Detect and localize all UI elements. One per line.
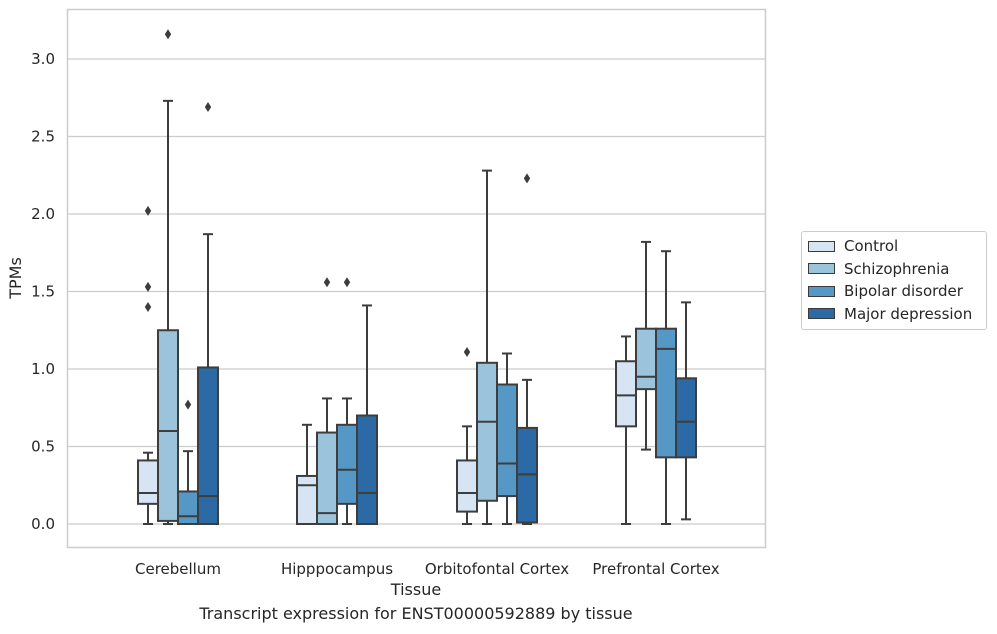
legend-swatch-major-depression (808, 308, 835, 320)
box-schizophrenia-hipppocampus (316, 277, 338, 525)
y-axis-ticks: 0.0 0.5 1.0 1.5 2.0 2.5 3.0 (31, 50, 55, 533)
legend-label-major-depression: Major depression (844, 304, 973, 323)
legend-swatch-bipolar-disorder (808, 285, 835, 297)
outlier-point (164, 29, 172, 40)
y-tick-label: 1.0 (31, 360, 55, 378)
box-control-cerebellum (137, 205, 159, 525)
box-body (137, 459, 159, 505)
y-tick-label: 3.0 (31, 50, 55, 68)
box-bipolar-disorder-prefrontal-cortex (655, 250, 677, 525)
box-major-depression-hipppocampus (356, 304, 378, 525)
x-tick-label: Cerebellum (135, 560, 221, 578)
box-bipolar-disorder-hipppocampus (336, 277, 358, 525)
x-axis-label: Tissue (390, 580, 441, 599)
box-body (476, 361, 498, 502)
box-body (296, 474, 318, 526)
box-body (197, 366, 219, 526)
outlier-point (463, 346, 471, 357)
outlier-point (144, 302, 152, 312)
x-tick-label: Orbitofontal Cortex (425, 560, 569, 578)
boxes (137, 29, 697, 526)
legend: Control Schizophrenia Bipolar disorder M… (801, 231, 987, 330)
gridlines (68, 58, 766, 525)
legend-label-control: Control (844, 237, 899, 256)
plot-frame (66, 8, 767, 549)
legend-item-schizophrenia: Schizophrenia (802, 258, 986, 281)
box-schizophrenia-prefrontal-cortex (635, 240, 657, 451)
y-tick-label: 0.0 (31, 515, 55, 533)
box-schizophrenia-cerebellum (157, 29, 179, 525)
outlier-point (523, 173, 531, 184)
x-axis-ticks: Cerebellum Hipppocampus Orbitofontal Corte… (135, 560, 720, 578)
legend-swatch-schizophrenia (808, 263, 835, 275)
legend-label-bipolar-disorder: Bipolar disorder (844, 282, 963, 301)
box-body (177, 490, 199, 526)
box-body (356, 414, 378, 525)
outlier-point (144, 205, 152, 216)
box-body (675, 377, 697, 459)
legend-label-schizophrenia: Schizophrenia (844, 259, 950, 278)
legend-swatch-control (808, 240, 835, 252)
box-body (316, 431, 338, 525)
outlier-point (184, 399, 192, 410)
box-body (336, 423, 358, 505)
box-control-prefrontal-cortex (615, 335, 637, 525)
legend-item-major-depression: Major depression (802, 303, 986, 326)
y-tick-label: 2.0 (31, 205, 55, 223)
box-body (157, 329, 179, 522)
box-body (456, 459, 478, 513)
chart-caption: Transcript expression for ENST0000059288… (199, 604, 633, 623)
box-bipolar-disorder-cerebellum (177, 399, 199, 526)
box-major-depression-orbitofontal-cortex (516, 173, 538, 525)
legend-item-bipolar-disorder: Bipolar disorder (802, 280, 986, 303)
outlier-point (323, 277, 331, 288)
y-tick-label: 1.5 (31, 283, 55, 301)
box-body (615, 360, 637, 428)
y-tick-label: 2.5 (31, 128, 55, 146)
outlier-point (204, 102, 212, 113)
box-control-orbitofontal-cortex (456, 346, 478, 525)
y-tick-label: 0.5 (31, 438, 55, 456)
box-bipolar-disorder-orbitofontal-cortex (496, 352, 518, 525)
legend-item-control: Control (802, 235, 986, 258)
box-control-hipppocampus (296, 423, 318, 526)
x-tick-label: Prefrontal Cortex (592, 560, 719, 578)
box-major-depression-cerebellum (197, 102, 219, 526)
outlier-point (144, 281, 152, 292)
box-schizophrenia-orbitofontal-cortex (476, 169, 498, 525)
box-body (496, 383, 518, 498)
outlier-point (343, 277, 351, 288)
box-major-depression-prefrontal-cortex (675, 301, 697, 521)
y-axis-label: TPMs (6, 257, 25, 300)
x-tick-label: Hipppocampus (281, 560, 393, 578)
box-body (635, 327, 657, 391)
